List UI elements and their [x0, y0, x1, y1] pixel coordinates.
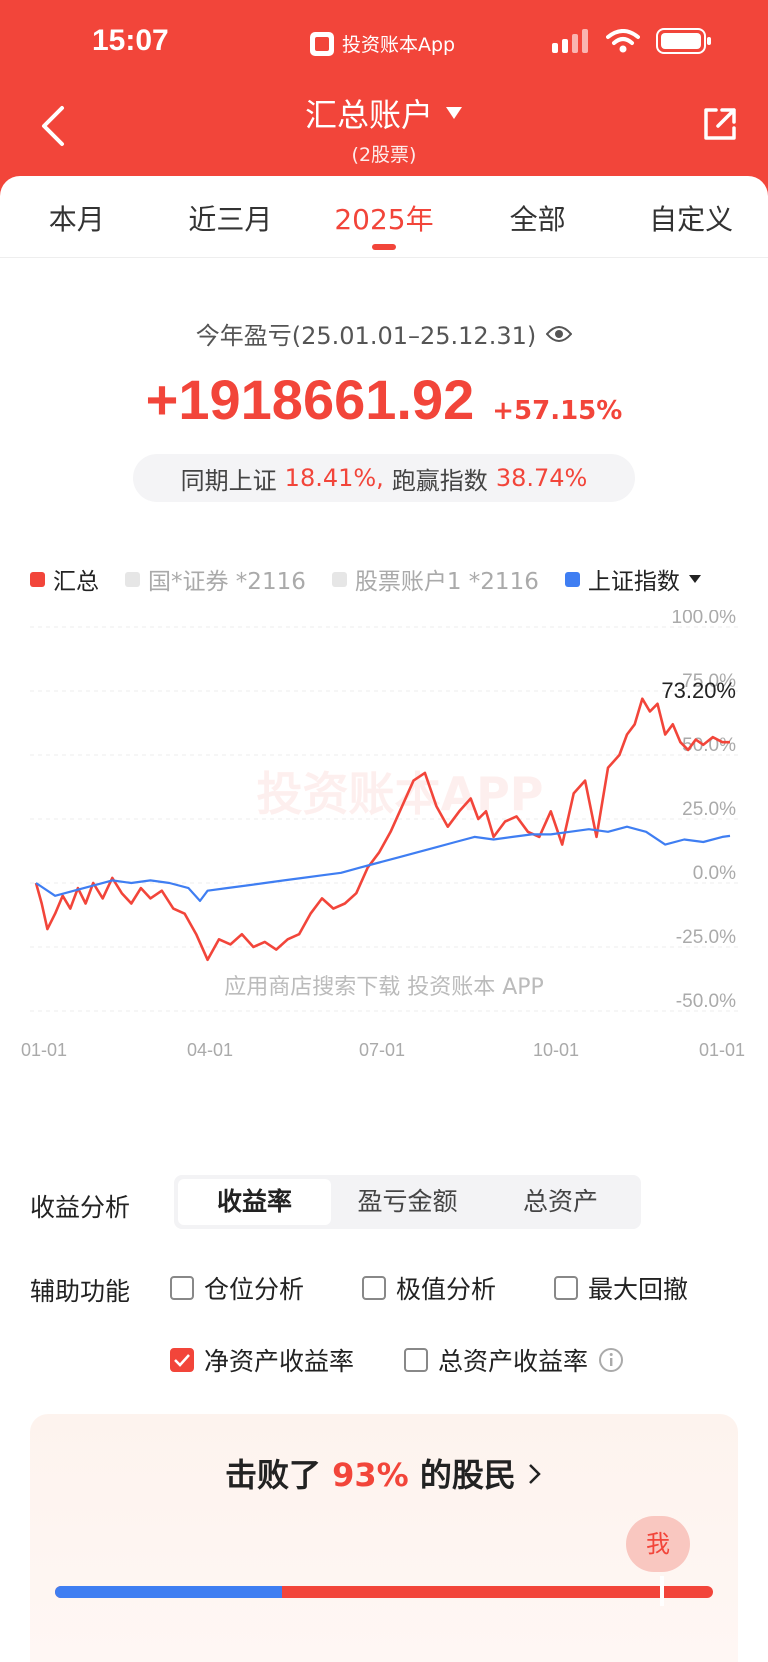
tab-three-months[interactable]: 近三月: [188, 203, 273, 236]
check-icon: [174, 1354, 190, 1367]
beat-index-label: 跑赢指数: [391, 466, 488, 495]
check-max-drawdown[interactable]: 最大回撤: [554, 1270, 688, 1306]
y-tick-label: 75.0%: [682, 671, 736, 692]
profit-row: +1918661.92 +57.15%: [0, 367, 768, 432]
profit-summary: 今年盈亏(25.01.01–25.12.31) +1918661.92 +57.…: [0, 316, 768, 502]
x-tick-label: 10-01: [533, 1040, 579, 1060]
legend-total[interactable]: 汇总: [30, 562, 99, 596]
index-compare: 同期上证 18.41%, 跑赢指数 38.74%: [133, 454, 635, 502]
check-extreme-analysis[interactable]: 极值分析: [362, 1270, 496, 1306]
back-icon[interactable]: [34, 100, 74, 152]
period-tabs: 本月 近三月 2025年 全部 自定义: [0, 176, 768, 258]
profit-pct: +57.15%: [492, 396, 623, 426]
return-chart[interactable]: 100.0%75.0%50.0%25.0%0.0%-25.0%-50.0%01-…: [0, 610, 768, 1130]
x-tick-label: 07-01: [359, 1040, 405, 1060]
x-tick-label: 01-01: [699, 1040, 745, 1060]
beat-index-pct: 38.74%: [495, 464, 588, 492]
seg-total-assets[interactable]: 总资产: [522, 1187, 598, 1216]
rank-bar-blue: [55, 1586, 282, 1598]
period-label: 今年盈亏(25.01.01–25.12.31): [195, 322, 537, 350]
title-block: 汇总账户 (2股票): [0, 90, 768, 167]
chevron-right-icon: [529, 1464, 541, 1484]
x-tick-label: 04-01: [187, 1040, 233, 1060]
page-title: 汇总账户: [304, 96, 433, 134]
status-icons: [552, 28, 712, 54]
legend-swatch: [564, 571, 580, 587]
page-subtitle: (2股票): [351, 144, 417, 166]
series-total-line: [34, 697, 730, 962]
tab-all[interactable]: 全部: [509, 203, 566, 236]
caret-down-icon: [446, 107, 462, 119]
beat-suffix: 的股民: [419, 1456, 516, 1494]
legend-label: 汇总: [53, 569, 99, 595]
beat-prefix: 击败了: [224, 1456, 321, 1494]
tab-year-2025[interactable]: 2025年: [307, 176, 461, 257]
battery-icon: [656, 28, 711, 54]
checkbox-checked: [170, 1348, 194, 1372]
legend-swatch: [30, 571, 45, 587]
beat-pct: 93%: [332, 1456, 409, 1494]
checkbox: [404, 1348, 428, 1372]
legend-label: 国*证券 *2116: [148, 569, 306, 595]
period-row: 今年盈亏(25.01.01–25.12.31): [195, 316, 573, 351]
tab-month[interactable]: 本月: [48, 203, 105, 236]
aux-label: 辅助功能: [30, 1277, 131, 1306]
app-icon: [310, 31, 334, 56]
account-switcher[interactable]: 汇总账户: [305, 90, 463, 136]
x-tick-label: 01-01: [21, 1040, 67, 1060]
rank-bar-me-marker: [660, 1576, 664, 1606]
y-tick-label: 25.0%: [682, 799, 736, 820]
legend-swatch: [331, 571, 347, 587]
check-label: 总资产收益率: [438, 1347, 589, 1376]
seg-profit-amount[interactable]: 盈亏金额: [357, 1187, 458, 1216]
status-app-name: 投资账本App: [342, 34, 456, 56]
check-position-analysis[interactable]: 仓位分析: [170, 1270, 304, 1306]
max-value-label: 73.20%: [661, 678, 736, 703]
beat-title: 击败了 93% 的股民: [30, 1450, 738, 1496]
check-label: 仓位分析: [204, 1275, 305, 1304]
series-index-line: [35, 825, 731, 902]
check-label: 极值分析: [396, 1275, 497, 1304]
legend-broker[interactable]: 国*证券 *2116: [125, 562, 306, 596]
rank-bar: [55, 1586, 713, 1598]
y-tick-label: 100.0%: [672, 610, 737, 628]
eye-icon[interactable]: [546, 324, 573, 344]
check-net-asset-return[interactable]: 净资产收益率: [170, 1342, 354, 1378]
signal-icon: [552, 29, 588, 53]
legend-label: 股票账户1 *2116: [354, 569, 539, 595]
check-label: 净资产收益率: [204, 1347, 355, 1376]
y-tick-label: -50.0%: [676, 991, 736, 1012]
me-marker: 我: [626, 1516, 690, 1572]
check-total-asset-return[interactable]: 总资产收益率: [404, 1342, 624, 1378]
seg-return-rate[interactable]: 收益率: [178, 1179, 331, 1225]
status-app: 投资账本App: [310, 30, 455, 57]
y-tick-label: -25.0%: [676, 927, 736, 948]
legend-label: 上证指数: [587, 569, 680, 595]
caret-down-icon: [688, 575, 701, 583]
checkbox: [362, 1276, 386, 1300]
legend-swatch: [125, 571, 140, 587]
legend-index[interactable]: 上证指数: [564, 562, 702, 596]
tab-custom[interactable]: 自定义: [649, 203, 734, 236]
checkbox: [554, 1276, 578, 1300]
analysis-segmented: 收益率 盈亏金额 总资产: [174, 1175, 641, 1229]
status-time: 15:07: [92, 24, 169, 57]
info-icon[interactable]: [598, 1347, 624, 1373]
y-tick-label: 0.0%: [693, 863, 736, 884]
compare-pct: 18.41%,: [284, 464, 384, 492]
app-header: 15:07 投资账本App 汇总账户 (: [0, 0, 768, 200]
legend-account1[interactable]: 股票账户1 *2116: [331, 562, 539, 596]
chart-legend: 汇总 国*证券 *2116 股票账户1 *2116 上证指数: [30, 562, 702, 596]
profit-value: +1918661.92: [145, 368, 475, 431]
compare-label: 同期上证: [180, 466, 277, 495]
wifi-icon: [606, 29, 640, 53]
analysis-label: 收益分析: [30, 1193, 131, 1222]
check-label: 最大回撤: [588, 1275, 689, 1304]
watermark-bottom: 应用商店搜索下载 投资账本 APP: [224, 975, 544, 1000]
share-icon[interactable]: [700, 104, 740, 144]
beat-card[interactable]: 击败了 93% 的股民 我: [30, 1414, 738, 1662]
checkbox: [170, 1276, 194, 1300]
